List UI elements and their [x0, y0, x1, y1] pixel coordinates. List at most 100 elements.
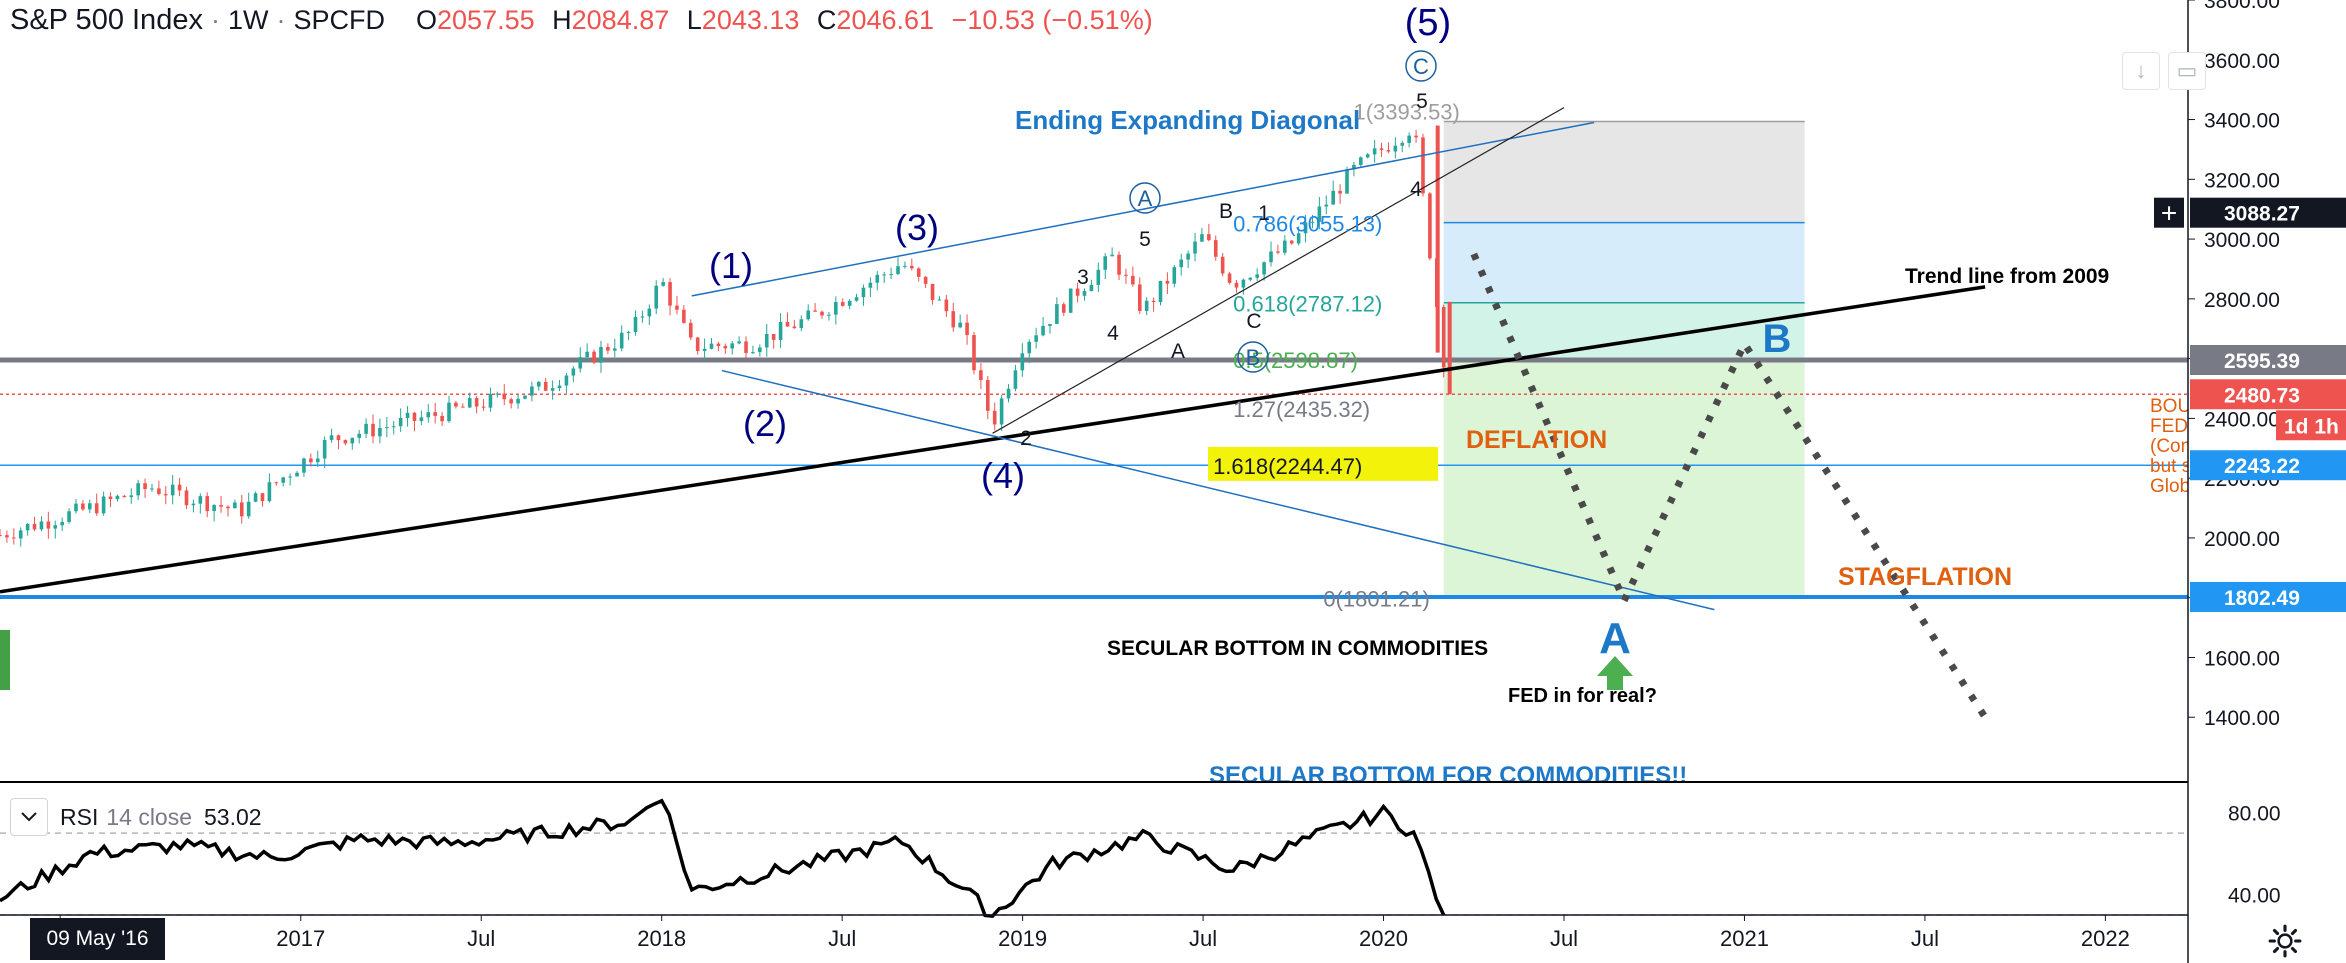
wave-circle-label: C	[1413, 54, 1429, 79]
gear-icon[interactable]	[2268, 924, 2302, 958]
candle-body	[53, 525, 58, 529]
candle-body	[647, 308, 652, 317]
candle-body	[5, 535, 9, 538]
price-tag-label: 3088.27	[2224, 203, 2300, 226]
candle-body	[958, 322, 962, 328]
y-tick-label: 1600.00	[2204, 647, 2280, 670]
candle-body	[205, 496, 210, 512]
candle-body	[778, 321, 783, 340]
candle-body	[94, 503, 99, 514]
annotation-diagonal: Ending Expanding Diagonal	[1015, 105, 1360, 135]
candle-body	[447, 402, 451, 422]
exchange: SPCFD	[293, 5, 385, 35]
candle-body	[191, 503, 196, 506]
fib-zone-500	[1443, 358, 1805, 598]
candle-body	[840, 302, 845, 306]
countdown-tag	[2276, 410, 2346, 441]
candle-body	[433, 412, 437, 416]
candle-body	[910, 265, 914, 269]
candle-body	[1055, 304, 1059, 324]
restore-icon[interactable]: ▭	[2168, 52, 2206, 90]
candle-body	[1089, 284, 1094, 292]
candle-body	[1013, 370, 1018, 389]
candle-body	[585, 351, 589, 358]
price-tag-label: 2595.39	[2224, 350, 2300, 373]
annotation-stagflation: STAGFLATION	[1838, 563, 2012, 591]
candle-body	[1227, 273, 1232, 283]
plus-icon[interactable]	[2154, 197, 2184, 228]
candle-body	[233, 502, 237, 509]
legend-header: S&P 500 Index · 1W · SPCFD O2057.55 H2084.87…	[10, 4, 1153, 36]
price-tag	[2190, 344, 2346, 375]
candle-body	[87, 503, 92, 510]
rsi-value: 53.02	[204, 803, 262, 830]
candle-body	[1200, 234, 1204, 242]
subwave-label: 1	[1258, 202, 1270, 225]
wave-circle-label-ring	[1129, 182, 1161, 214]
fib-label: 0(1801.21)	[1323, 586, 1429, 611]
countdown-label: 1d 1h	[2284, 415, 2339, 438]
annotation-trend: Trend line from 2009	[1905, 265, 2109, 288]
wave-circle-label: A	[1138, 186, 1153, 211]
candle-body	[682, 309, 686, 323]
candle-body	[1144, 300, 1149, 311]
candle-body	[405, 412, 410, 418]
y-tick-label: 3800.00	[2204, 0, 2280, 13]
candle-body	[1310, 221, 1315, 223]
candle-body	[578, 357, 583, 369]
candle-body	[1283, 240, 1287, 253]
left-edge-marker	[0, 630, 10, 690]
candle-body	[550, 388, 555, 391]
candle-body	[834, 302, 838, 315]
candle-body	[668, 282, 672, 306]
candle-body	[951, 311, 956, 328]
candle-body	[654, 285, 659, 309]
trend-line-2009	[0, 285, 1986, 594]
subwave-label: 5	[1416, 90, 1428, 113]
candle-body	[74, 503, 78, 512]
candle-body	[474, 398, 479, 407]
candle-body	[1061, 304, 1066, 313]
candle-body	[226, 506, 230, 509]
candle-body	[198, 496, 203, 504]
candle-body	[1400, 142, 1405, 146]
candle-body	[619, 332, 624, 349]
candle-body	[771, 333, 776, 340]
subwave-label: 4	[1107, 322, 1119, 345]
x-tick-label: 2018	[637, 926, 686, 951]
candle-body	[861, 287, 866, 298]
fib-zone-786	[1443, 222, 1805, 303]
price-tag	[2190, 450, 2346, 481]
candle-body	[1345, 169, 1349, 194]
candle-body	[1165, 280, 1170, 284]
price-tag-label: 1802.49	[2224, 587, 2300, 610]
collapse-button[interactable]	[10, 798, 48, 836]
price-scale	[2188, 0, 2346, 963]
candle-body	[412, 412, 417, 421]
candle-body	[702, 348, 707, 351]
candle-body	[467, 398, 472, 408]
candle-body	[495, 393, 500, 395]
x-tick-label: Jul	[828, 926, 856, 951]
candle-body	[661, 282, 665, 286]
fib-label: 0.786(3055.13)	[1233, 212, 1382, 237]
candle-body	[391, 426, 396, 428]
candle-body	[60, 521, 64, 526]
symbol-name[interactable]: S&P 500 Index	[10, 4, 203, 36]
candle-body	[1352, 164, 1356, 170]
candle-body	[350, 437, 355, 444]
candle-body	[1151, 300, 1156, 303]
candle-body	[930, 283, 935, 300]
interval[interactable]: 1W	[227, 5, 269, 35]
arrow-down-icon[interactable]: ↓	[2122, 52, 2160, 90]
candle-body	[108, 496, 113, 500]
candle-body	[723, 346, 728, 349]
y-tick-label: 3000.00	[2204, 229, 2280, 252]
candle-body	[1075, 288, 1080, 296]
candle-body	[688, 322, 693, 338]
candle-body	[385, 427, 389, 429]
candle-body	[737, 341, 741, 344]
y-tick-label: 2000.00	[2204, 528, 2280, 551]
candle-body	[378, 427, 382, 437]
